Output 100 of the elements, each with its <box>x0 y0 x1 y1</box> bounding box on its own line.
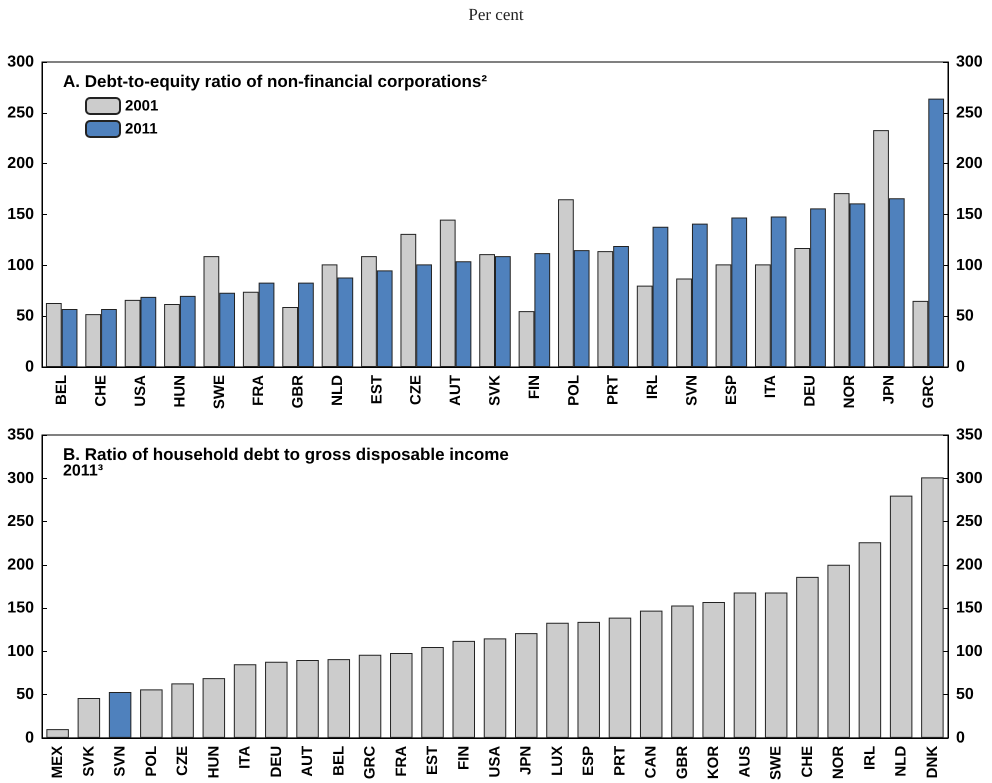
bar <box>78 698 100 738</box>
x-tick-label: POL <box>565 375 582 406</box>
x-tick-label: ITA <box>236 746 254 769</box>
x-tick-label: LUX <box>548 746 566 776</box>
y-tick-label: 100 <box>7 256 34 274</box>
x-tick-label: USA <box>486 746 504 778</box>
bar <box>234 664 256 738</box>
x-tick-label: BEL <box>53 375 70 405</box>
bar <box>734 592 756 738</box>
x-tick-label: FIN <box>455 746 472 770</box>
x-tick-label: DEU <box>268 746 285 778</box>
x-tick-label: FIN <box>526 375 543 400</box>
bar <box>764 592 788 738</box>
text: Per cent <box>468 5 524 24</box>
legend-label: 2011 <box>125 120 158 138</box>
x-tick-label: CZE <box>174 746 192 776</box>
x-tick-label: SVK <box>486 374 504 406</box>
y-tick-label: 250 <box>7 104 34 122</box>
legend-label: 2001 <box>125 98 158 114</box>
y-tick-label: 200 <box>7 556 34 574</box>
bar <box>796 576 819 738</box>
x-tick-label: ESP <box>580 746 598 776</box>
y2-tick-label: 0 <box>956 358 965 376</box>
y2-tick-label: 100 <box>956 256 983 274</box>
bar <box>702 602 725 738</box>
y-tick-label: 300 <box>7 470 34 487</box>
bar <box>358 654 382 738</box>
y2-tick-label: 350 <box>956 426 983 444</box>
x-tick-label: AUT <box>447 375 464 406</box>
x-tick-label: GRC <box>920 374 937 408</box>
bar <box>421 646 444 738</box>
y-tick-label: 50 <box>16 308 34 325</box>
y-tick-label: 250 <box>7 513 34 530</box>
x-tick-label: USA <box>132 374 149 407</box>
bar <box>921 477 944 738</box>
text: A. Debt-to-equity ratio of non-financial corporations² <box>63 72 488 91</box>
x-tick-label: DEU <box>802 375 819 407</box>
x-tick-label: GBR <box>290 374 307 408</box>
y-tick-label: 0 <box>25 358 34 376</box>
bar <box>858 542 882 738</box>
bar <box>265 662 288 738</box>
x-tick-label: HUN <box>205 746 222 778</box>
bar <box>296 660 319 738</box>
y-tick-label: 300 <box>7 54 34 70</box>
y2-tick-label: 200 <box>956 556 983 574</box>
x-tick-label: NLD <box>328 374 346 406</box>
x-tick-label: EST <box>424 746 442 776</box>
bar <box>140 689 163 738</box>
x-tick-label: AUS <box>736 746 754 778</box>
y-tick-label: 350 <box>7 426 34 444</box>
x-tick-label: FRA <box>392 746 410 777</box>
x-tick-label: EST <box>368 375 386 404</box>
x-tick-label: KOR <box>705 746 722 780</box>
bar <box>608 618 632 738</box>
text: B. Ratio of household debt to gross disposable income <box>63 445 509 464</box>
x-tick-label: HUN <box>171 375 188 408</box>
x-tick-label: PRT <box>611 746 628 776</box>
x-tick-label: JPN <box>880 375 898 404</box>
y-tick-label: 150 <box>7 600 34 617</box>
bar <box>46 729 69 738</box>
bar <box>827 564 850 738</box>
y2-tick-label: 100 <box>956 642 983 660</box>
bar <box>452 640 476 738</box>
bar <box>640 610 662 738</box>
x-tick-label: IRL <box>644 375 662 400</box>
y2-tick-label: 300 <box>956 470 983 487</box>
bar <box>390 653 413 738</box>
x-tick-label: ITA <box>762 374 780 398</box>
bar <box>484 638 506 738</box>
x-tick-label: JPN <box>518 746 535 776</box>
bar <box>546 622 569 738</box>
y2-tick-label: 250 <box>956 513 983 530</box>
x-tick-label: POL <box>142 746 160 777</box>
x-tick-label: NOR <box>830 746 848 780</box>
x-tick-label: IRL <box>861 746 878 770</box>
y2-tick-label: 50 <box>956 308 974 325</box>
y2-tick-label: 200 <box>956 155 983 172</box>
x-tick-label: GBR <box>674 746 691 780</box>
x-tick-label: CAN <box>642 746 660 778</box>
y-tick-label: 0 <box>25 729 34 746</box>
text: 2011³ <box>63 462 104 480</box>
x-tick-label: FRA <box>250 374 268 406</box>
x-tick-label: PRT <box>604 375 622 405</box>
x-tick-label: MEX <box>49 746 66 778</box>
x-tick-label: NOR <box>841 374 858 408</box>
y2-tick-label: 150 <box>956 600 983 617</box>
bar <box>890 496 912 738</box>
bar <box>108 692 132 738</box>
y2-tick-label: 0 <box>956 729 965 746</box>
bar <box>514 633 538 738</box>
x-tick-label: SVN <box>112 746 129 777</box>
bar <box>671 605 694 738</box>
y2-tick-label: 250 <box>956 104 983 122</box>
y2-tick-label: 50 <box>956 686 974 704</box>
x-tick-label: CHE <box>798 746 816 778</box>
bar <box>171 683 194 738</box>
y2-tick-label: 300 <box>956 54 983 70</box>
y-tick-label: 150 <box>7 206 34 223</box>
x-tick-label: DNK <box>924 746 941 778</box>
x-tick-label: AUT <box>299 746 316 777</box>
